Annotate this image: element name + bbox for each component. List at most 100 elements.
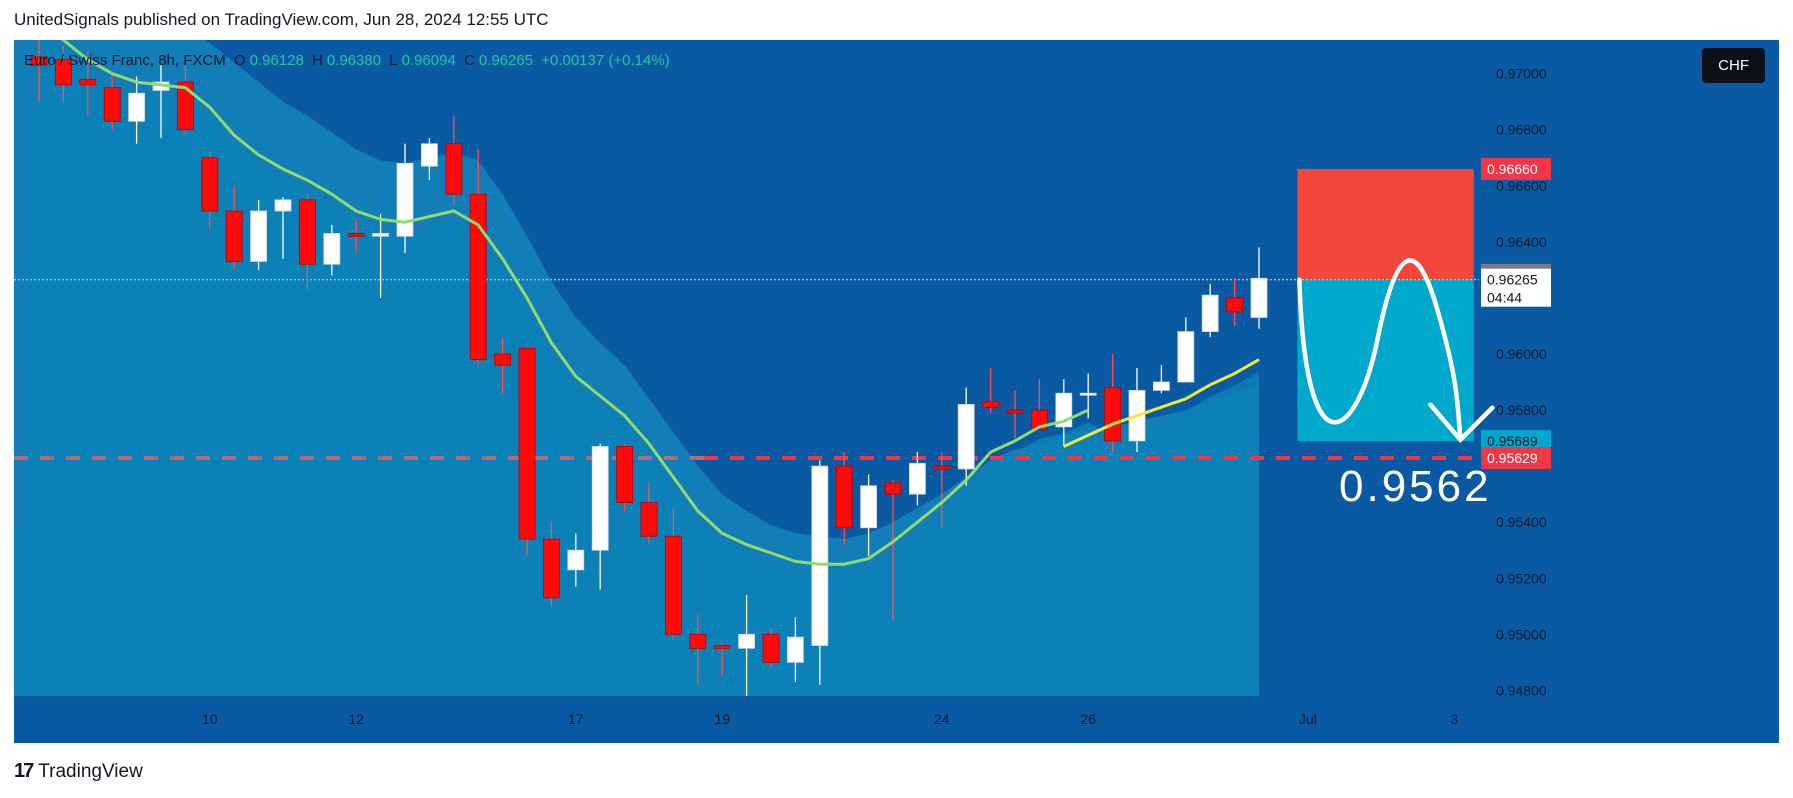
candle-body xyxy=(1226,297,1243,313)
close-value: 0.96265 xyxy=(478,52,534,69)
time-tick-label: Jul xyxy=(1299,711,1317,727)
ribbon-lower-area xyxy=(14,40,1259,696)
ma-yellow-line xyxy=(1063,358,1260,448)
candle-body xyxy=(665,535,682,635)
time-tick-label: 26 xyxy=(1080,711,1096,727)
candle-body xyxy=(274,199,292,212)
candle-body xyxy=(1177,331,1195,383)
candle-body xyxy=(298,199,316,265)
candle-body xyxy=(1250,277,1268,318)
open-value: 0.96128 xyxy=(249,52,304,69)
low-value: 0.96094 xyxy=(401,52,456,69)
price-tick-label: 0.96800 xyxy=(1496,122,1547,138)
candle-body xyxy=(420,143,438,167)
change-value: +0.00137 (+0.14%) xyxy=(541,52,670,69)
projection-curve xyxy=(1297,258,1463,442)
candle-body xyxy=(713,645,731,649)
candle-body xyxy=(909,462,926,495)
close-label: C xyxy=(463,52,475,69)
low-label: L xyxy=(389,52,398,69)
candle-body xyxy=(1006,409,1024,414)
candle-body xyxy=(543,538,560,599)
symbol-title[interactable]: Euro / Swiss Franc, 8h, FXCM xyxy=(24,52,226,69)
price-label-text: 0.95689 xyxy=(1487,433,1538,449)
price-tick-label: 0.96000 xyxy=(1496,346,1547,362)
candle-body xyxy=(396,162,414,237)
time-tick-label: 3 xyxy=(1450,711,1458,727)
price-axis xyxy=(1479,40,1779,743)
currency-badge[interactable]: CHF xyxy=(1702,48,1765,83)
tradingview-logo-icon: 17 xyxy=(14,760,34,782)
price-label-text: 0.96265 xyxy=(1487,272,1538,288)
candle-body xyxy=(957,404,975,470)
time-tick-label: 12 xyxy=(348,711,364,727)
candle-body xyxy=(1153,381,1170,391)
candle-body xyxy=(591,446,609,551)
candle-body xyxy=(616,446,633,503)
price-label-text: 0.96660 xyxy=(1487,161,1538,177)
price-label-text: 0.95629 xyxy=(1487,450,1538,466)
price-label-box xyxy=(1481,268,1551,307)
tradingview-logo[interactable]: 17 TradingView xyxy=(14,760,143,783)
candle-body xyxy=(103,87,121,122)
price-tick-label: 0.96600 xyxy=(1496,178,1547,194)
candle-body xyxy=(250,210,268,262)
candle-body xyxy=(835,465,853,529)
price-tick-label: 0.95000 xyxy=(1496,626,1547,642)
candle-body xyxy=(79,78,97,86)
candle-body xyxy=(128,92,145,122)
countdown-label: 04:44 xyxy=(1487,290,1522,306)
candle-body xyxy=(518,347,536,540)
candle-body xyxy=(225,210,243,262)
candle-body xyxy=(860,485,877,529)
candle-body xyxy=(55,59,72,86)
publish-info: UnitedSignals published on TradingView.c… xyxy=(14,10,549,29)
stop-loss-zone xyxy=(1297,168,1474,280)
candle-body xyxy=(1104,387,1121,442)
price-tick-label: 0.97000 xyxy=(1496,66,1547,82)
candle-body xyxy=(982,401,999,408)
candle-body xyxy=(201,157,219,212)
time-tick-label: 17 xyxy=(568,711,584,727)
candle-body xyxy=(640,502,658,537)
candle-body xyxy=(811,465,829,646)
candle-body xyxy=(1079,392,1097,396)
price-label-box xyxy=(1481,157,1551,180)
ma-green-line xyxy=(60,40,1089,566)
chart-frame[interactable]: 0.9562 0.94800 0.95000 0.95200 0.95400 0.9580… xyxy=(14,40,1779,743)
price-label-box xyxy=(1481,446,1551,469)
candle-body xyxy=(689,633,707,649)
high-value: 0.96380 xyxy=(326,52,382,69)
candle-body xyxy=(372,233,390,237)
price-tick-label: 0.94800 xyxy=(1496,682,1547,698)
time-tick-label: 19 xyxy=(714,711,730,727)
open-label: O xyxy=(233,52,246,69)
price-chart[interactable]: 0.9562 0.94800 0.95000 0.95200 0.95400 0.9580… xyxy=(14,40,1779,743)
candle-body xyxy=(469,193,487,360)
candle-body xyxy=(494,353,512,366)
candle-body xyxy=(176,81,194,131)
price-tick-label: 0.95800 xyxy=(1496,402,1547,418)
target-annotation: 0.9562 xyxy=(1339,462,1492,511)
candle-body xyxy=(1201,294,1219,332)
price-label-box xyxy=(1481,430,1551,453)
candle-body xyxy=(762,633,780,663)
high-label: H xyxy=(311,52,323,69)
candle-body xyxy=(787,636,804,663)
price-tick-label: 0.95400 xyxy=(1496,514,1547,530)
tradingview-brand: TradingView xyxy=(38,760,143,782)
candle-body xyxy=(323,233,341,265)
time-tick-label: 10 xyxy=(202,711,218,727)
candle-body xyxy=(30,56,48,66)
time-tick-label: 24 xyxy=(934,711,950,727)
price-tick-label: 0.95200 xyxy=(1496,570,1547,586)
candle-body xyxy=(347,233,365,237)
candle-body xyxy=(445,143,463,195)
candle-body xyxy=(933,465,951,470)
candle-body xyxy=(884,482,902,495)
candle-body xyxy=(738,633,755,649)
down-arrow-icon xyxy=(1428,402,1495,444)
price-tick-label: 0.96400 xyxy=(1496,234,1547,250)
candle-body xyxy=(567,549,585,571)
